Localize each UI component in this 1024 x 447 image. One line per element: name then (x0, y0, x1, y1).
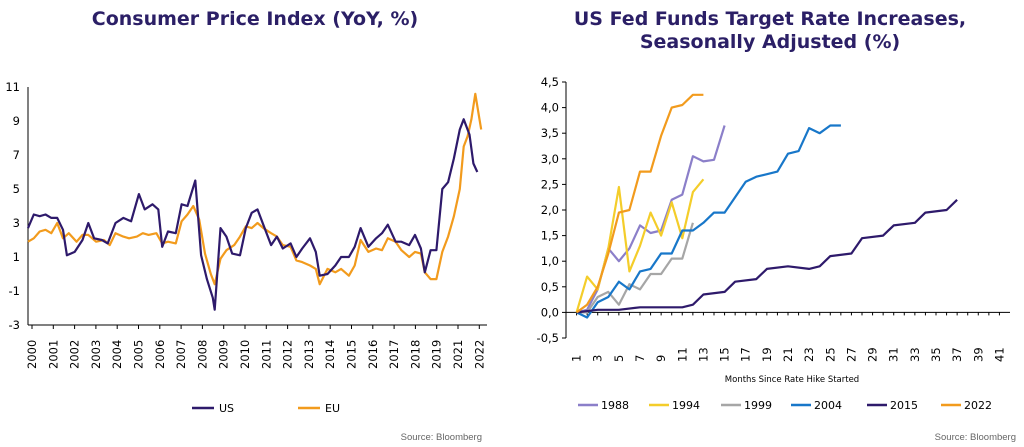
fed-x-tick-label: 5 (612, 355, 626, 362)
fed-series-line-2004 (576, 124, 841, 319)
fed-x-tick-label: 33 (908, 347, 922, 362)
cpi-chart-title: Consumer Price Index (YoY, %) (91, 8, 419, 30)
fed-legend-label-2022: 2022 (964, 399, 992, 412)
fed-x-tick-label: 7 (633, 355, 647, 362)
cpi-x-tick-label: 2008 (195, 340, 209, 369)
fed-series-line-1999 (576, 222, 694, 314)
cpi-y-tick-label: 5 (13, 182, 20, 196)
cpi-x-tick-label: 2022 (472, 340, 486, 369)
cpi-x-tick-label: 2018 (408, 340, 422, 369)
fed-x-tick-label: 35 (929, 347, 943, 362)
fed-legend-label-1994: 1994 (672, 399, 700, 412)
fed-x-tick-label: 31 (887, 347, 901, 362)
fed-chart-title: US Fed Funds Target Rate Increases, Seas… (573, 8, 967, 53)
cpi-x-tick-label: 2015 (345, 340, 359, 369)
fed-x-tick-label: 15 (718, 347, 732, 362)
cpi-x-tick-label: 2005 (132, 340, 146, 369)
cpi-x-tick-label: 2007 (174, 340, 188, 369)
fed-legend-label-2004: 2004 (814, 399, 842, 412)
fed-x-tick-label: 23 (802, 347, 816, 362)
fed-x-tick-label: 13 (696, 347, 710, 362)
cpi-x-tick-label: 2017 (387, 340, 401, 369)
cpi-x-tick-label: 2016 (366, 340, 380, 369)
fed-x-tick-label: 9 (654, 355, 668, 362)
cpi-series-line-us (26, 118, 479, 311)
cpi-x-tick-label: 2001 (46, 340, 60, 369)
cpi-legend-label-us: US (219, 402, 234, 415)
cpi-x-tick-label: 2014 (323, 340, 337, 369)
cpi-x-tick-label: 2003 (89, 340, 103, 369)
fed-y-tick-label: 3,0 (541, 152, 559, 166)
cpi-line-chart: 11 9 7 5 3 1 -1 -3 2000 2001 2002 2003 2004 2005 2006 2… (5, 80, 487, 443)
cpi-x-tick-label: 2011 (259, 340, 273, 369)
fed-x-tick-label: 19 (760, 347, 774, 362)
cpi-y-tick-label: 11 (5, 80, 20, 94)
cpi-y-tick-label: 7 (13, 148, 20, 162)
fed-source-note: Source: Bloomberg (935, 432, 1016, 443)
fed-x-tick-label: 21 (781, 347, 795, 362)
cpi-x-tick-label: 2006 (153, 340, 167, 369)
fed-legend-label-1988: 1988 (601, 399, 629, 412)
fed-y-tick-label: 0,5 (541, 280, 559, 294)
fed-y-tick-label: 3,5 (541, 126, 559, 140)
fed-y-tick-label: 0,0 (541, 305, 559, 319)
fed-legend-label-1999: 1999 (744, 399, 772, 412)
fed-y-tick-label: 2,0 (541, 203, 559, 217)
fed-x-tick-label: 11 (675, 347, 689, 362)
cpi-y-tick-label: -1 (9, 284, 20, 298)
fed-x-tick-label: 17 (739, 347, 753, 362)
fed-x-tick-label: 39 (971, 347, 985, 362)
fed-x-tick-label: 27 (844, 347, 858, 362)
cpi-x-tick-label: 2013 (302, 340, 316, 369)
fed-y-tick-label: 2,5 (541, 177, 559, 191)
cpi-y-tick-label: 1 (13, 250, 20, 264)
fed-x-tick-label: 37 (950, 347, 964, 362)
cpi-legend-label-eu: EU (325, 402, 340, 415)
cpi-x-tick-label: 2000 (25, 340, 39, 369)
fed-y-tick-label: 1,0 (541, 254, 559, 268)
fed-legend-label-2015: 2015 (890, 399, 918, 412)
fed-series-line-2015 (576, 199, 958, 314)
cpi-x-tick-label: 2002 (68, 340, 82, 369)
fed-x-tick-label: 1 (570, 355, 584, 362)
fed-x-tick-label: 29 (866, 347, 880, 362)
fed-x-tick-label: 41 (992, 347, 1006, 362)
cpi-x-tick-label: 2009 (217, 340, 231, 369)
cpi-x-tick-label: 2019 (430, 340, 444, 369)
cpi-y-tick-label: -3 (9, 318, 20, 332)
fed-x-tick-label: 3 (591, 355, 605, 362)
fed-y-tick-label: -0,5 (537, 331, 559, 345)
fed-x-tick-label: 25 (823, 347, 837, 362)
fed-series-line-1994 (575, 178, 705, 313)
cpi-x-tick-label: 2012 (281, 340, 295, 369)
fed-y-tick-label: 4,5 (541, 75, 559, 89)
cpi-x-tick-label: 2004 (110, 340, 124, 369)
fed-series-line-2022 (575, 93, 704, 314)
fed-y-tick-label: 1,5 (541, 229, 559, 243)
cpi-x-tick-label: 2021 (451, 340, 465, 369)
cpi-y-tick-label: 3 (13, 216, 20, 230)
fed-x-axis-title: Months Since Rate Hike Started (725, 375, 859, 385)
cpi-y-tick-label: 9 (13, 114, 20, 128)
cpi-source-note: Source: Bloomberg (401, 432, 482, 443)
fed-y-tick-label: 4,0 (541, 101, 559, 115)
cpi-x-tick-label: 2010 (238, 340, 252, 369)
